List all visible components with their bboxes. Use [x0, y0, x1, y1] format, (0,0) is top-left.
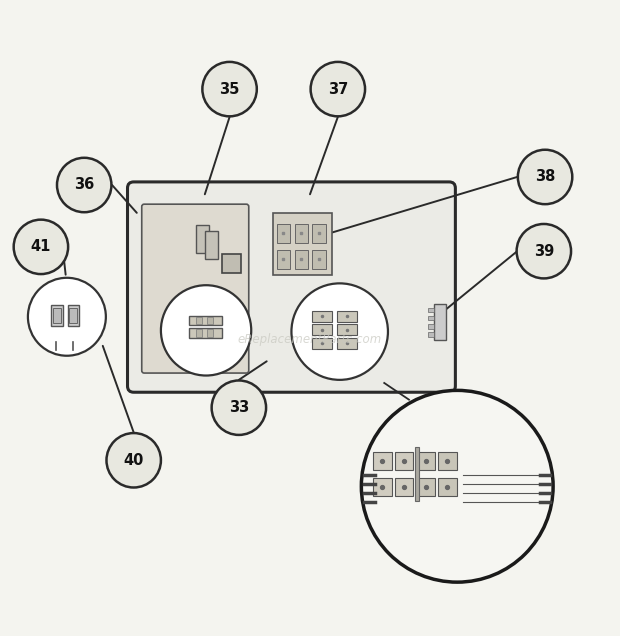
Circle shape [518, 149, 572, 204]
Text: eReplacementParts.com: eReplacementParts.com [238, 333, 382, 346]
Bar [294, 224, 308, 242]
Bar [428, 324, 434, 329]
Bar [189, 328, 222, 338]
Bar [337, 310, 357, 322]
Text: 33: 33 [229, 400, 249, 415]
Text: 38: 38 [535, 169, 556, 184]
Bar [395, 478, 414, 496]
Bar [195, 329, 202, 336]
Bar [312, 338, 332, 349]
FancyBboxPatch shape [128, 182, 455, 392]
Bar [69, 308, 77, 323]
Bar [438, 452, 456, 470]
Bar [277, 250, 290, 268]
Circle shape [14, 219, 68, 274]
Text: 35: 35 [219, 81, 240, 97]
Bar [415, 446, 419, 501]
Text: 39: 39 [534, 244, 554, 259]
Bar [373, 452, 392, 470]
Text: 37: 37 [328, 81, 348, 97]
Bar [434, 304, 446, 340]
Bar [428, 316, 434, 321]
Bar [68, 305, 79, 326]
Bar [417, 452, 435, 470]
Text: 40: 40 [123, 453, 144, 468]
Circle shape [161, 285, 251, 375]
Bar [206, 329, 213, 336]
Bar [189, 315, 222, 326]
Bar [222, 254, 241, 273]
Bar [417, 478, 435, 496]
Bar [195, 225, 209, 253]
Text: 41: 41 [31, 239, 51, 254]
Bar [205, 232, 218, 259]
Bar [428, 308, 434, 312]
Circle shape [28, 278, 106, 356]
FancyBboxPatch shape [142, 204, 249, 373]
Bar [337, 324, 357, 335]
Bar [53, 308, 61, 323]
Bar [51, 305, 63, 326]
Circle shape [57, 158, 112, 212]
Bar [195, 317, 202, 324]
Bar [273, 213, 332, 275]
Circle shape [107, 433, 161, 488]
Bar [277, 224, 290, 242]
Bar [438, 478, 456, 496]
Bar [395, 452, 414, 470]
Circle shape [291, 284, 388, 380]
Bar [312, 250, 326, 268]
Bar [206, 317, 213, 324]
Bar [337, 338, 357, 349]
Bar [294, 250, 308, 268]
Bar [428, 332, 434, 336]
Circle shape [516, 224, 571, 279]
Circle shape [211, 380, 266, 435]
Text: 36: 36 [74, 177, 94, 193]
Circle shape [311, 62, 365, 116]
Bar [312, 224, 326, 242]
Bar [373, 478, 392, 496]
Circle shape [202, 62, 257, 116]
Bar [312, 324, 332, 335]
Bar [312, 310, 332, 322]
Circle shape [361, 391, 553, 582]
